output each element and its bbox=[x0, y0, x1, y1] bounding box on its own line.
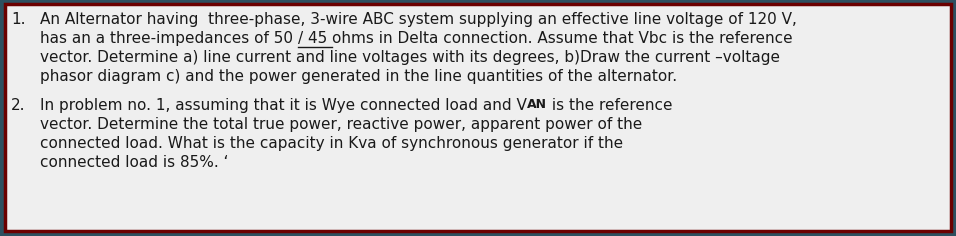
Text: 2.: 2. bbox=[11, 98, 26, 113]
Text: connected load is 85%. ‘: connected load is 85%. ‘ bbox=[40, 155, 228, 170]
Text: vector. Determine the total true power, reactive power, apparent power of the: vector. Determine the total true power, … bbox=[40, 117, 642, 132]
Text: AN: AN bbox=[527, 98, 547, 111]
Text: has an a three-impedances of 50: has an a three-impedances of 50 bbox=[40, 31, 298, 46]
Text: In problem no. 1, assuming that it is Wye connected load and V: In problem no. 1, assuming that it is Wy… bbox=[40, 98, 527, 113]
Text: An Alternator having  three-phase, 3-wire ABC system supplying an effective line: An Alternator having three-phase, 3-wire… bbox=[40, 12, 797, 27]
Text: phasor diagram c) and the power generated in the line quantities of the alternat: phasor diagram c) and the power generate… bbox=[40, 69, 677, 84]
Text: is the reference: is the reference bbox=[547, 98, 672, 113]
Text: connected load. What is the capacity in Kva of synchronous generator if the: connected load. What is the capacity in … bbox=[40, 136, 623, 151]
Text: 1.: 1. bbox=[11, 12, 26, 27]
Text: ohms in Delta connection. Assume that Vbc is the reference: ohms in Delta connection. Assume that Vb… bbox=[332, 31, 793, 46]
Text: vector. Determine a) line current and line voltages with its degrees, b)Draw the: vector. Determine a) line current and li… bbox=[40, 50, 780, 65]
Text: / 45: / 45 bbox=[298, 31, 332, 46]
